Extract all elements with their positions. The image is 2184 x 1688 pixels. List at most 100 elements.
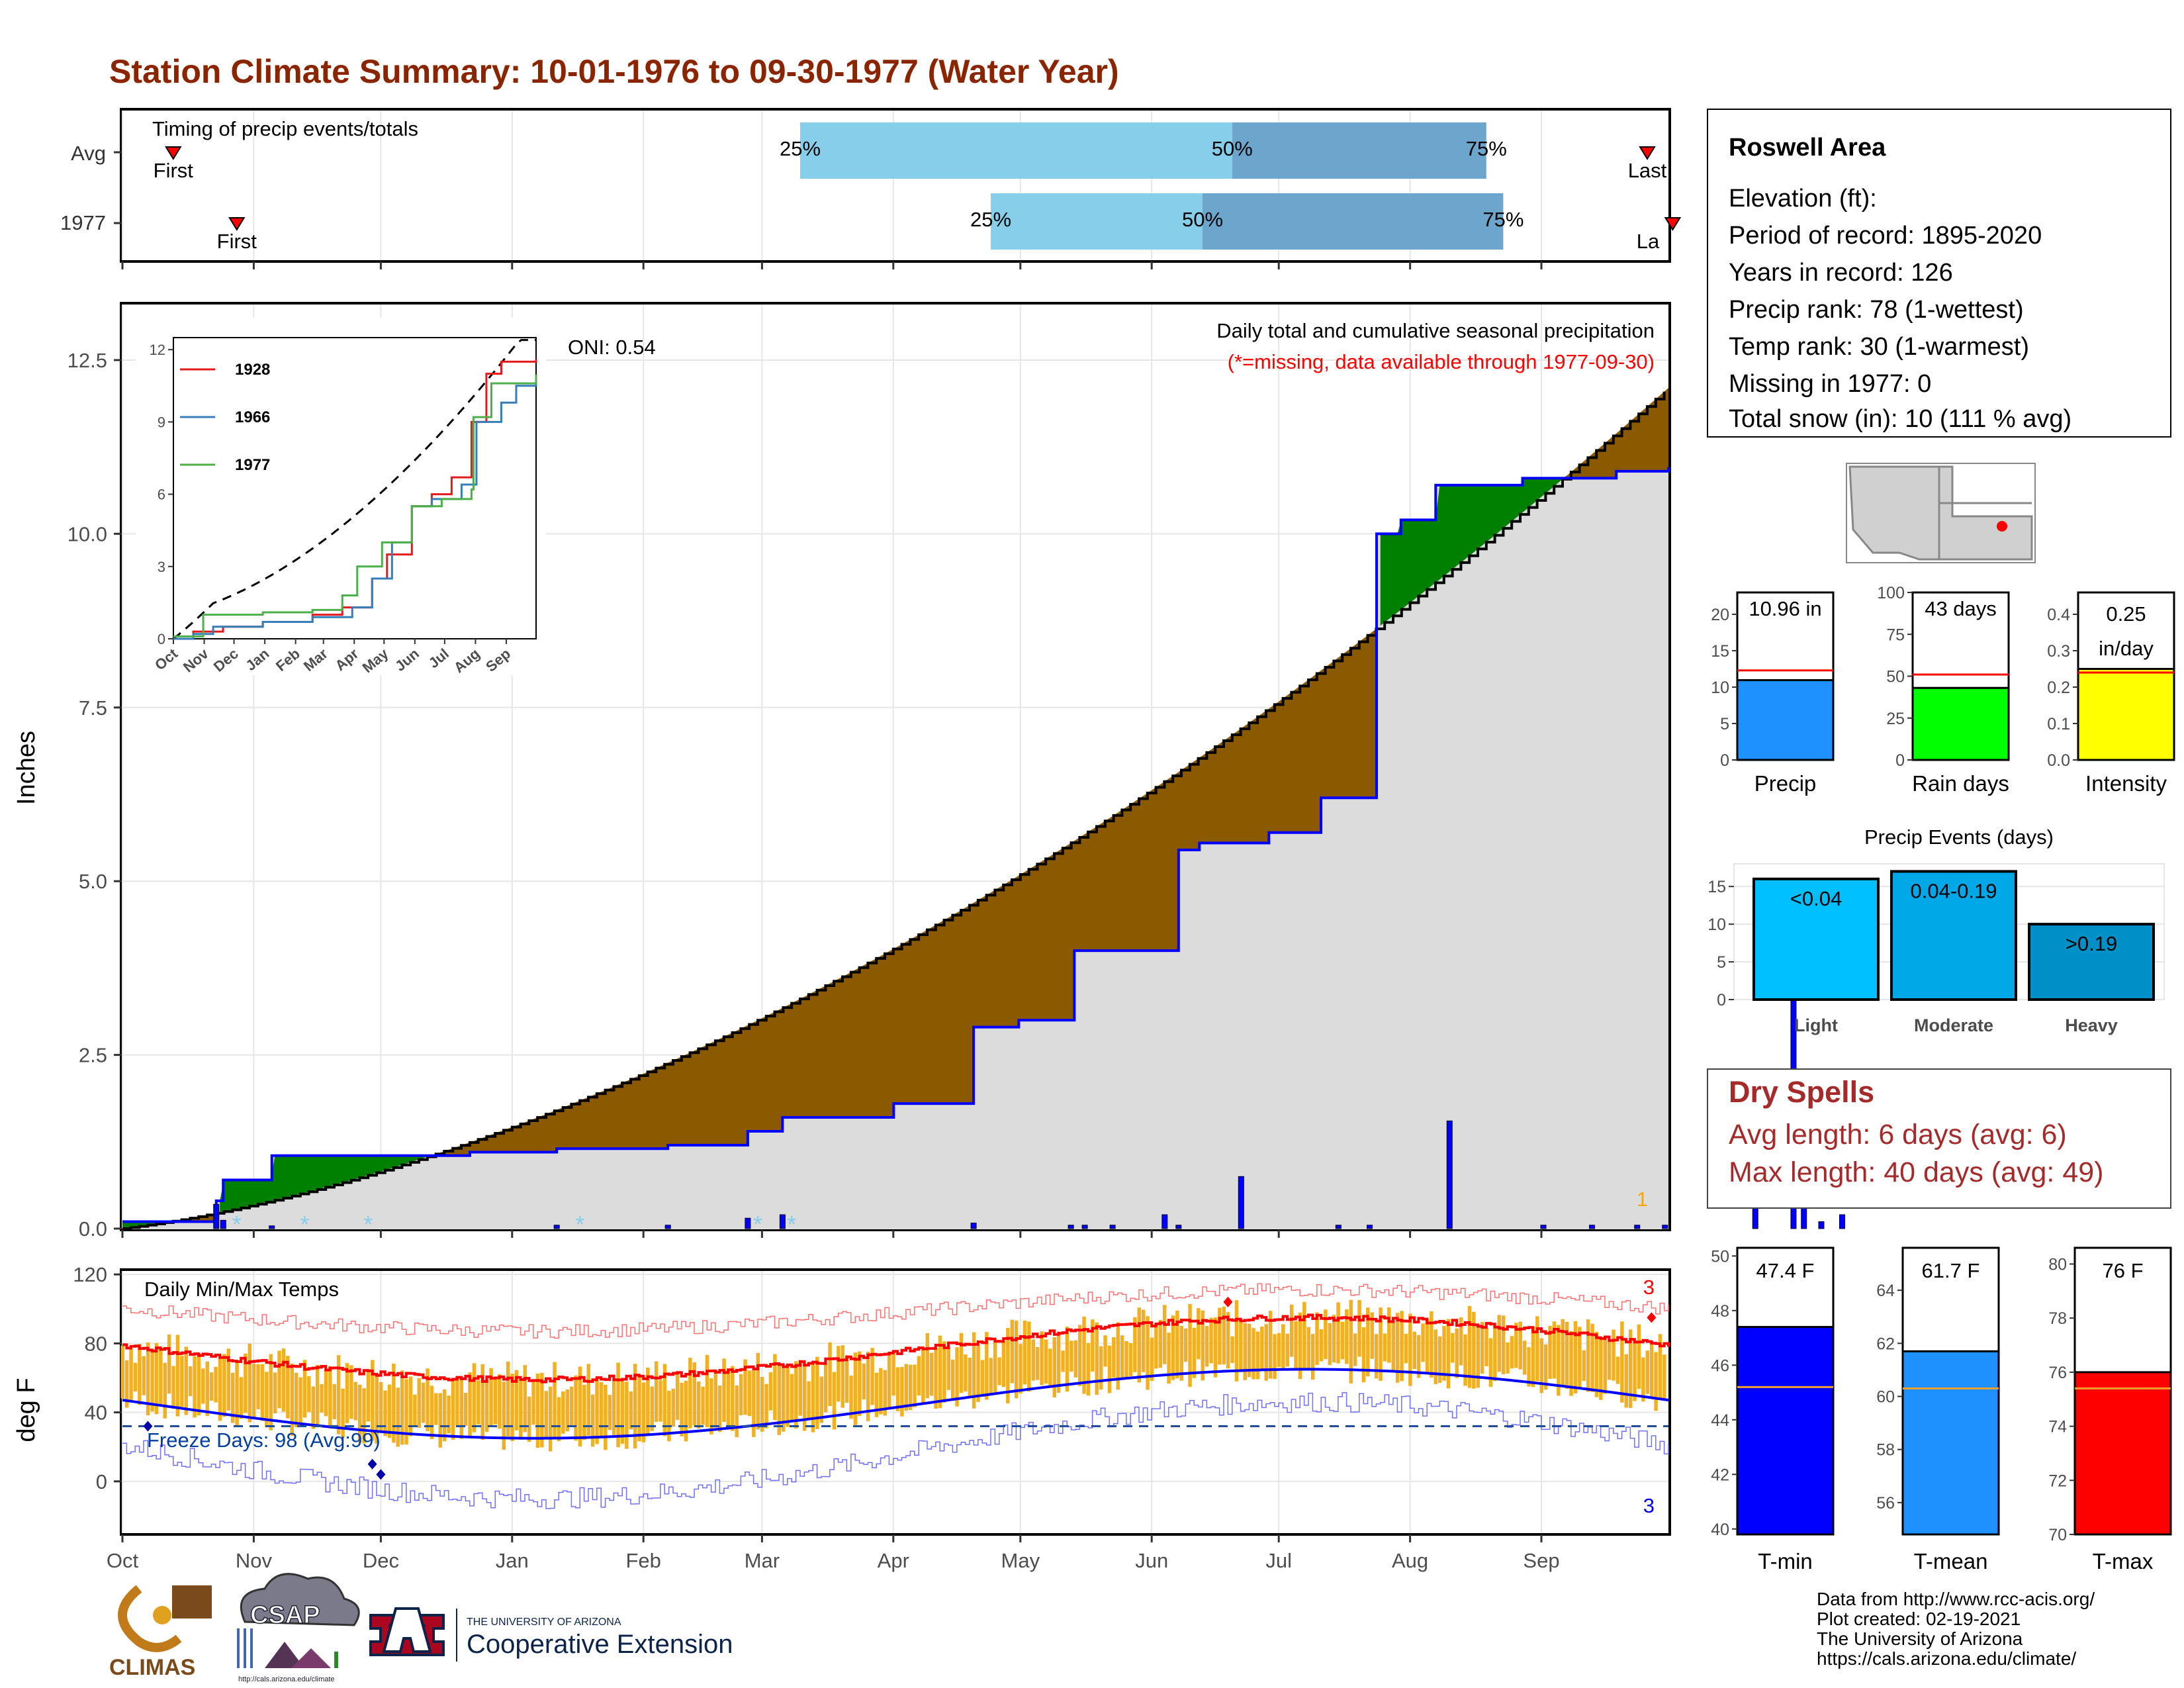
daily-temp-bar	[1645, 1350, 1649, 1394]
daily-temp-bar	[929, 1352, 934, 1396]
daily-temp-bar	[1052, 1337, 1056, 1397]
daily-temp-bar	[709, 1378, 713, 1434]
daily-temp-bar	[1277, 1333, 1281, 1368]
daily-temp-bar	[244, 1353, 248, 1413]
daily-temp-bar	[1001, 1341, 1006, 1387]
daily-temp-bar	[1141, 1309, 1146, 1372]
daily-temp-bar	[1565, 1321, 1569, 1389]
daily-temp-bar	[527, 1396, 531, 1442]
daily-temp-bar	[302, 1360, 307, 1418]
daily-temp-bar	[251, 1364, 256, 1419]
dry-spells-avg: Avg length: 6 days (avg: 6)	[1729, 1119, 2067, 1150]
last-event-label: Last	[1628, 159, 1667, 182]
daily-precip-bar	[1161, 1214, 1168, 1229]
temp-bar-tick-label: 72	[2048, 1472, 2067, 1490]
temp-min-count: 3	[1643, 1494, 1655, 1517]
daily-temp-bar	[688, 1358, 692, 1429]
daily-temp-bar	[1463, 1334, 1467, 1386]
precip-y-tick-label: 2.5	[79, 1044, 107, 1067]
daily-temp-bar	[633, 1364, 637, 1449]
daily-temp-bar	[1455, 1328, 1459, 1378]
daily-temp-bar	[760, 1377, 764, 1432]
daily-temp-bar	[866, 1351, 870, 1421]
record-min-marker	[367, 1458, 377, 1470]
ua-small-text: THE UNIVERSITY OF ARIZONA	[467, 1617, 621, 1628]
oni-label: ONI: 0.54	[568, 336, 656, 359]
daily-temp-bar	[1230, 1336, 1234, 1364]
timing-row-1977-label: 1977	[60, 211, 106, 234]
daily-temp-bar	[1146, 1316, 1150, 1390]
temp-max-count: 3	[1643, 1276, 1655, 1299]
daily-temp-bar	[1251, 1328, 1255, 1380]
daily-temp-bar	[646, 1368, 650, 1435]
daily-temp-bar	[1154, 1323, 1158, 1369]
precip-corner-count: 1	[1637, 1188, 1648, 1211]
daily-temp-bar	[1306, 1327, 1310, 1370]
daily-temp-bar	[1531, 1326, 1535, 1387]
daily-temp-bar	[976, 1345, 980, 1402]
record-max-marker	[1223, 1296, 1233, 1307]
daily-temp-bar	[696, 1382, 701, 1429]
daily-temp-bar	[544, 1391, 548, 1438]
daily-temp-bar	[841, 1345, 844, 1408]
snow-marker: *	[363, 1211, 373, 1238]
daily-temp-bar	[239, 1377, 244, 1419]
daily-precip-bar	[553, 1225, 560, 1229]
logo-climas-text: CLIMAS	[109, 1655, 195, 1680]
daily-temp-bar	[1162, 1305, 1167, 1364]
daily-temp-bar	[675, 1371, 680, 1420]
daily-temp-bar	[332, 1383, 336, 1420]
daily-temp-bar	[1019, 1344, 1023, 1394]
daily-temp-bar	[722, 1358, 726, 1423]
daily-temp-bar	[1112, 1336, 1116, 1378]
daily-temp-bar	[1061, 1350, 1065, 1372]
daily-temp-bar	[209, 1372, 214, 1401]
temp-bar-tick-label: 56	[1876, 1494, 1895, 1513]
ua-big-text: Cooperative Extension	[467, 1630, 733, 1659]
mini-bar-value-unit: in/day	[2099, 637, 2154, 660]
dry-spells-box: Dry Spells Avg length: 6 days (avg: 6) M…	[1707, 1068, 2171, 1209]
footer-line-4: https://cals.arizona.edu/climate/	[1817, 1648, 2076, 1669]
mini-bar-label: Precip	[1754, 771, 1817, 796]
average-max-line	[122, 1313, 1670, 1383]
daily-temp-bar	[1658, 1334, 1662, 1399]
daily-temp-bar	[717, 1385, 722, 1432]
daily-temp-bar	[1476, 1327, 1480, 1388]
daily-temp-bar	[1612, 1329, 1615, 1381]
daily-temp-bar	[1637, 1324, 1641, 1389]
average-min-line	[122, 1368, 1669, 1440]
daily-temp-bar	[1095, 1322, 1099, 1395]
station-line-7: Total snow (in): 10 (111 % avg)	[1729, 405, 2071, 433]
daily-temp-bar	[506, 1361, 510, 1437]
daily-temp-bar	[1379, 1307, 1383, 1381]
daily-temp-bar	[133, 1362, 138, 1391]
daily-temp-bar	[997, 1357, 1001, 1385]
mini-bar-value	[1736, 679, 1835, 761]
daily-temp-bar	[913, 1364, 917, 1407]
precip-y-tick-label: 0.0	[79, 1217, 107, 1241]
daily-precip-bar	[970, 1223, 977, 1229]
daily-temp-bar	[616, 1362, 620, 1448]
daily-temp-bar	[1552, 1321, 1557, 1379]
daily-temp-bar	[1273, 1334, 1277, 1380]
daily-temp-bar	[341, 1388, 345, 1438]
daily-temp-bar	[230, 1372, 235, 1423]
daily-temp-bar	[163, 1362, 167, 1419]
daily-temp-bar	[735, 1385, 739, 1438]
daily-temp-bar	[1374, 1334, 1379, 1379]
events-bar-label: >0.19	[2066, 932, 2117, 955]
daily-temp-bar	[1357, 1299, 1361, 1357]
daily-precip-bar	[745, 1217, 751, 1229]
daily-temp-bar	[171, 1366, 175, 1409]
snow-marker: *	[787, 1211, 796, 1238]
record-max-line	[122, 1283, 1669, 1339]
events-bar	[2028, 923, 2155, 1001]
daily-temp-bar	[1107, 1345, 1112, 1393]
station-line-4: Precip rank: 78 (1-wettest)	[1729, 296, 2024, 324]
daily-temp-bar	[1040, 1331, 1044, 1385]
daily-temp-bar	[260, 1364, 265, 1421]
daily-precip-bar	[1081, 1225, 1088, 1229]
daily-temp-bar	[582, 1385, 586, 1440]
daily-temp-bar	[371, 1360, 375, 1441]
precip-y-axis-label: Inches	[13, 731, 40, 805]
